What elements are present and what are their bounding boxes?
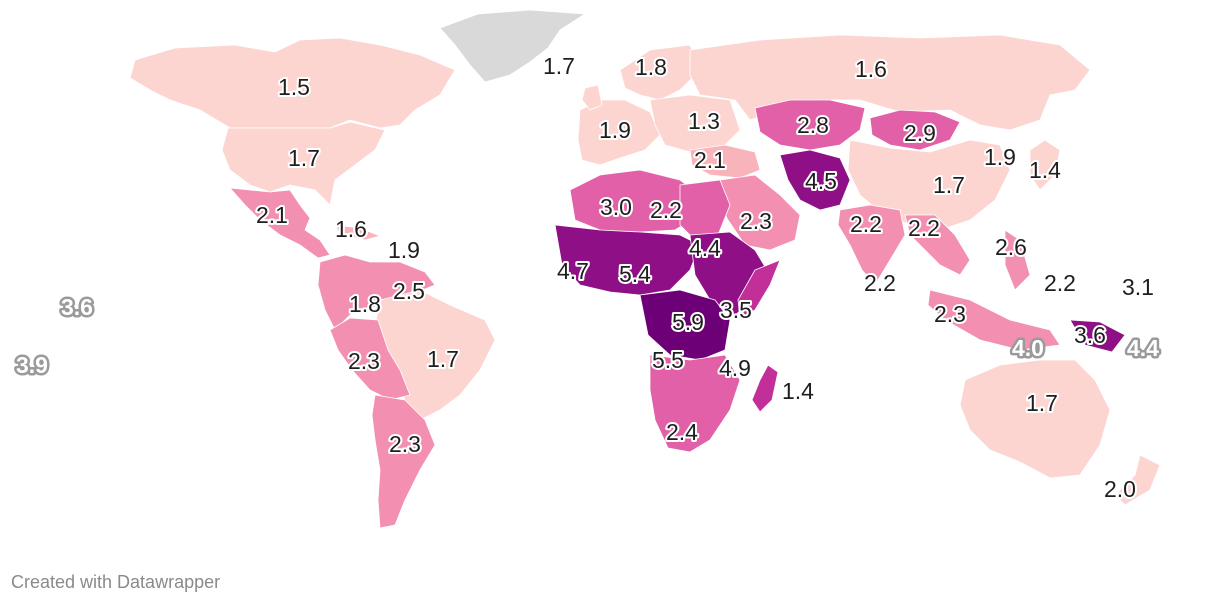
region-india bbox=[837, 204, 906, 286]
region-mongolia bbox=[869, 109, 961, 151]
value-label-korea: 1.9 bbox=[984, 144, 1016, 170]
value-label-turkey: 2.1 bbox=[694, 147, 726, 173]
region-indonesia bbox=[927, 289, 1061, 351]
region-caribbean bbox=[334, 224, 382, 241]
value-label-mozambique: 4.9 bbox=[719, 355, 751, 381]
value-label-japan: 1.4 bbox=[1029, 157, 1061, 183]
value-label-eastern-europe: 1.3 bbox=[688, 108, 720, 134]
value-label-china: 1.7 bbox=[933, 172, 965, 198]
value-label-angola: 5.5 bbox=[652, 347, 684, 373]
region-philippines bbox=[1004, 229, 1031, 291]
region-madagascar bbox=[751, 364, 779, 413]
value-label-united-states: 1.7 bbox=[288, 145, 320, 171]
value-label-libya: 2.2 bbox=[650, 197, 682, 223]
region-congo bbox=[639, 289, 731, 361]
region-uk bbox=[581, 84, 603, 111]
value-label-mongolia: 2.9 bbox=[904, 120, 936, 146]
value-label-afghanistan-pakistan: 4.5 bbox=[805, 168, 837, 194]
value-label-saudi-arabia: 2.3 bbox=[740, 208, 772, 234]
value-label-micronesia: 2.2 bbox=[1044, 270, 1076, 296]
region-horn-of-africa bbox=[737, 259, 781, 319]
region-turkey bbox=[689, 144, 761, 179]
value-label-sudan: 4.4 bbox=[689, 235, 721, 261]
value-label-east-africa: 3.5 bbox=[720, 297, 752, 323]
value-label-timor-leste: 4.0 bbox=[1012, 335, 1044, 361]
region-scandinavia bbox=[619, 44, 701, 101]
region-new-zealand bbox=[1114, 454, 1161, 506]
value-label-mexico: 2.1 bbox=[256, 202, 288, 228]
value-label-cuba-hispaniola: 1.9 bbox=[388, 237, 420, 263]
region-greenland bbox=[439, 9, 587, 83]
datawrapper-credit: Created with Datawrapper bbox=[11, 572, 221, 592]
value-label-scandinavia: 1.8 bbox=[635, 54, 667, 80]
region-western-europe bbox=[577, 99, 661, 166]
value-label-peru-bolivia: 2.3 bbox=[348, 348, 380, 374]
value-label-congo: 5.9 bbox=[672, 309, 704, 335]
value-label-malaysia-indonesia: 2.3 bbox=[934, 301, 966, 327]
region-mexico bbox=[229, 187, 331, 259]
value-label-argentina: 2.3 bbox=[389, 431, 421, 457]
value-label-solomon-islands: 4.4 bbox=[1127, 335, 1159, 361]
value-label-kazakhstan: 2.8 bbox=[797, 112, 829, 138]
value-label-southeast-asia: 2.2 bbox=[908, 215, 940, 241]
value-label-greenland: 1.7 bbox=[543, 53, 575, 79]
region-afghanistan-pakistan bbox=[779, 149, 851, 211]
value-label-brazil: 1.7 bbox=[427, 346, 459, 372]
region-peru-bolivia bbox=[329, 317, 411, 401]
value-label-algeria: 3.0 bbox=[600, 194, 632, 220]
value-label-madagascar: 1.4 bbox=[782, 378, 814, 404]
region-papua-new-guinea bbox=[1069, 319, 1126, 353]
value-label-south-africa: 2.4 bbox=[666, 419, 698, 445]
value-label-west-africa: 4.7 bbox=[557, 258, 589, 284]
region-egypt bbox=[679, 179, 731, 241]
region-southern-africa bbox=[649, 354, 741, 453]
value-label-marshall-islands: 3.1 bbox=[1122, 274, 1154, 300]
region-canada bbox=[129, 37, 456, 129]
world-choropleth-map: 1.7 1.5 1.8 1.6 1.9 1.3 2.8 2.9 1.7 2.1 1.9 1.4 4.5 1… bbox=[14, 9, 1162, 529]
value-label-india: 2.2 bbox=[850, 211, 882, 237]
region-united-states bbox=[221, 121, 386, 206]
value-label-sri-lanka: 2.2 bbox=[864, 270, 896, 296]
region-japan bbox=[1029, 139, 1061, 191]
value-label-caribbean: 1.6 bbox=[335, 216, 367, 242]
value-label-kiribati: 3.6 bbox=[61, 294, 93, 320]
value-label-western-europe: 1.9 bbox=[599, 117, 631, 143]
region-argentina bbox=[371, 394, 436, 529]
value-label-new-zealand: 2.0 bbox=[1104, 476, 1136, 502]
value-label-colombia-ecuador: 1.8 bbox=[349, 291, 381, 317]
value-label-niger-nigeria: 5.4 bbox=[619, 261, 651, 287]
region-china bbox=[847, 139, 1011, 231]
value-label-canada: 1.5 bbox=[278, 74, 310, 100]
region-kazakhstan bbox=[754, 99, 866, 151]
value-labels: 1.7 1.5 1.8 1.6 1.9 1.3 2.8 2.9 1.7 2.1 1.9 1.4 4.5 1… bbox=[14, 51, 1162, 504]
value-label-venezuela-guianas: 2.5 bbox=[393, 278, 425, 304]
value-label-russia: 1.6 bbox=[855, 56, 887, 82]
value-label-samoa: 3.9 bbox=[16, 352, 48, 378]
land-layer bbox=[129, 9, 1161, 529]
region-australia bbox=[959, 359, 1111, 479]
value-label-australia: 1.7 bbox=[1026, 390, 1058, 416]
region-southeast-asia bbox=[904, 214, 971, 276]
value-label-papua-new-guinea: 3.6 bbox=[1074, 322, 1106, 348]
value-label-philippines: 2.6 bbox=[995, 234, 1027, 260]
region-west-africa bbox=[554, 224, 701, 296]
